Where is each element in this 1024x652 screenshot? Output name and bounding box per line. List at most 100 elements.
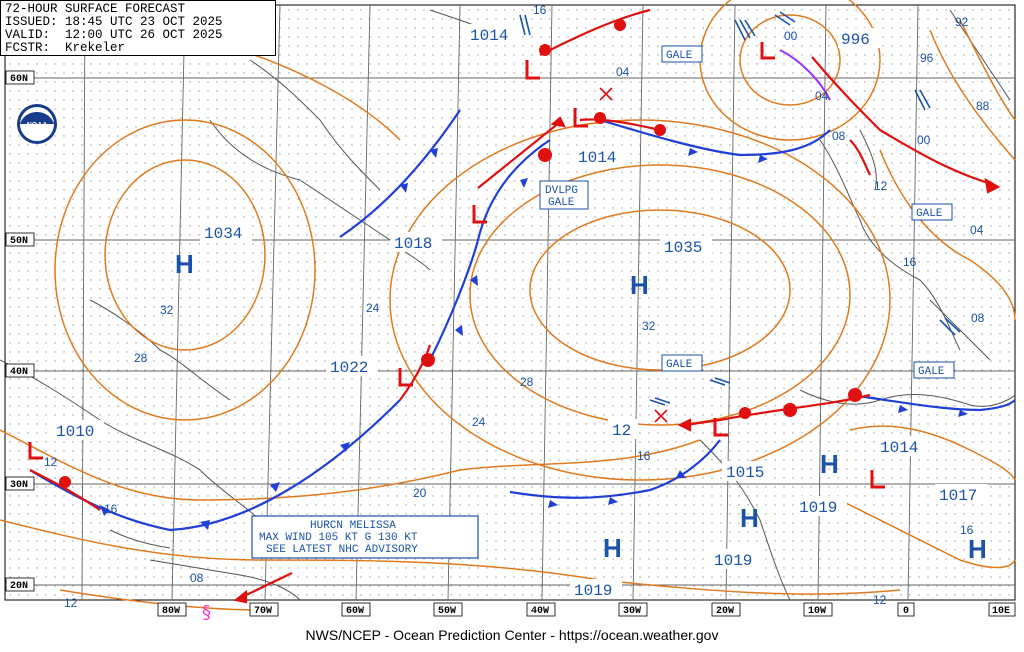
isobar-label: 00 xyxy=(784,29,798,43)
isobar-label: 04 xyxy=(616,65,630,79)
high-pressure-value: 1015 xyxy=(726,464,764,482)
isobar-label: 16 xyxy=(637,449,651,463)
low-pressure-value: 996 xyxy=(841,31,870,49)
lon-label-30w: 30W xyxy=(623,606,641,617)
low-pressure-value: 1022 xyxy=(330,359,368,377)
low-x-marks xyxy=(599,87,668,423)
header-title: 72-HOUR SURFACE FORECAST xyxy=(5,2,186,16)
isobar-label: 24 xyxy=(366,301,380,315)
isobar-label: 16 xyxy=(960,523,974,537)
hurricane-advisory-note: SEE LATEST NHC ADVISORY xyxy=(266,544,418,556)
isobar-label: 04 xyxy=(970,223,984,237)
lon-label-70w: 70W xyxy=(254,606,272,617)
lat-label-60n: 60N xyxy=(10,74,28,85)
lon-label-10e: 10E xyxy=(992,606,1010,617)
isobar-label: 12 xyxy=(64,596,78,610)
low-pressure-value: 1018 xyxy=(394,235,432,253)
graticule xyxy=(5,4,1015,601)
low-pressure-value: 1014 xyxy=(470,27,508,45)
lon-label-40w: 40W xyxy=(531,606,549,617)
isobar-label: 92 xyxy=(955,15,969,29)
high-pressure-value: 1019 xyxy=(799,499,837,517)
header-forecaster: FCSTR: Krekeler xyxy=(5,41,126,55)
isobar-label: 16 xyxy=(104,502,118,516)
low-pressure-value: 1010 xyxy=(56,423,94,441)
gale-warning-label: GALE xyxy=(916,208,943,220)
low-centers xyxy=(28,42,885,489)
isobar-label: 28 xyxy=(134,351,148,365)
gale-warning-label: GALE xyxy=(548,197,575,209)
wind-barbs xyxy=(519,11,961,406)
isobar-label: 16 xyxy=(533,3,547,17)
lon-label-20w: 20W xyxy=(716,606,734,617)
high-pressure-value: 1017 xyxy=(939,487,977,505)
lon-label-0: 0 xyxy=(903,606,909,617)
svg-text:§: § xyxy=(202,602,211,623)
isobar-label: 24 xyxy=(472,415,486,429)
gale-warning-label: GALE xyxy=(918,366,945,378)
longitude-labels: 80W 70W 60W 50W 40W 30W 20W 10W 0 10E xyxy=(157,602,1016,617)
isobar-label: 16 xyxy=(903,255,917,269)
gale-warning-label: GALE xyxy=(666,359,693,371)
isobar-label: 04 xyxy=(815,89,829,103)
isobar-label: 12 xyxy=(873,593,887,607)
lat-label-20n: 20N xyxy=(10,581,28,592)
lon-label-10w: 10W xyxy=(808,606,826,617)
occluded-front xyxy=(779,49,831,101)
header-issued: ISSUED: 18:45 UTC 23 OCT 2025 xyxy=(5,15,223,29)
cold-front-teeth xyxy=(100,148,968,530)
isobar-label: 08 xyxy=(190,571,204,585)
movement-arrows xyxy=(233,56,1001,604)
warning-boxes: GALE DVLPG GALE GALE GALE GALE xyxy=(539,45,955,379)
lon-label-80w: 80W xyxy=(162,606,180,617)
high-center-h: H xyxy=(630,270,649,300)
high-centers: H 1034 H 1035 H 1015 H 1019 H 1019 H 101… xyxy=(175,222,987,570)
warm-front-bumps xyxy=(59,19,862,488)
hurricane-name: HURCN MELISSA xyxy=(310,520,396,532)
map-frame xyxy=(4,4,1016,601)
high-center-h: H xyxy=(820,449,839,479)
footer-credit: NWS/NCEP - Ocean Prediction Center - htt… xyxy=(305,627,719,643)
latitude-labels: 60N 50N 40N 30N 20N xyxy=(5,70,35,592)
forecast-header: 72-HOUR SURFACE FORECAST ISSUED: 18:45 U… xyxy=(0,0,276,56)
isobar-label: 28 xyxy=(520,375,534,389)
high-pressure-value: 1034 xyxy=(204,225,242,243)
isobar-label: 08 xyxy=(832,129,846,143)
high-pressure-value: 1019 xyxy=(714,552,752,570)
hurricane-icon: § xyxy=(202,602,211,623)
isobar-label: 12 xyxy=(874,179,888,193)
high-pressure-value: 1035 xyxy=(664,239,702,257)
lon-label-60w: 60W xyxy=(346,606,364,617)
isobar-label: 12 xyxy=(44,455,58,469)
low-pressure-value: 12 xyxy=(612,422,631,440)
high-center-h: H xyxy=(968,534,987,564)
hurricane-max-wind: MAX WIND 105 KT G 130 KT xyxy=(259,532,418,544)
isobar-label: 96 xyxy=(920,51,934,65)
isobars xyxy=(0,0,1016,611)
isobar-label: 88 xyxy=(976,99,990,113)
noaa-logo-text: NOAA xyxy=(27,122,48,129)
isobar-label: 32 xyxy=(642,319,656,333)
noaa-logo: NOAA xyxy=(17,104,57,144)
lon-label-50w: 50W xyxy=(438,606,456,617)
lat-label-30n: 30N xyxy=(10,480,28,491)
gale-warning-label: GALE xyxy=(666,50,693,62)
low-pressure-value: 1014 xyxy=(578,149,616,167)
dvlpg-warning-label: DVLPG xyxy=(545,185,578,197)
isobar-label: 32 xyxy=(160,303,174,317)
high-center-h: H xyxy=(740,503,759,533)
lat-label-40n: 40N xyxy=(10,367,28,378)
high-center-h: H xyxy=(603,533,622,563)
isobar-label: 00 xyxy=(917,133,931,147)
isobar-label: 08 xyxy=(971,311,985,325)
high-pressure-value: 1014 xyxy=(880,439,918,457)
low-pressure-values: 1014 996 1014 1010 1022 1018 1019 12 xyxy=(52,24,880,600)
high-center-h: H xyxy=(175,249,194,279)
low-pressure-value: 1019 xyxy=(574,582,612,600)
lat-label-50n: 50N xyxy=(10,236,28,247)
hurricane-advisory-box: HURCN MELISSA MAX WIND 105 KT G 130 KT S… xyxy=(251,515,479,559)
header-valid: VALID: 12:00 UTC 26 OCT 2025 xyxy=(5,28,223,42)
isobar-labels: 16 04 00 04 92 96 88 08 12 00 04 16 08 3… xyxy=(44,3,990,610)
isobar-label: 20 xyxy=(413,486,427,500)
